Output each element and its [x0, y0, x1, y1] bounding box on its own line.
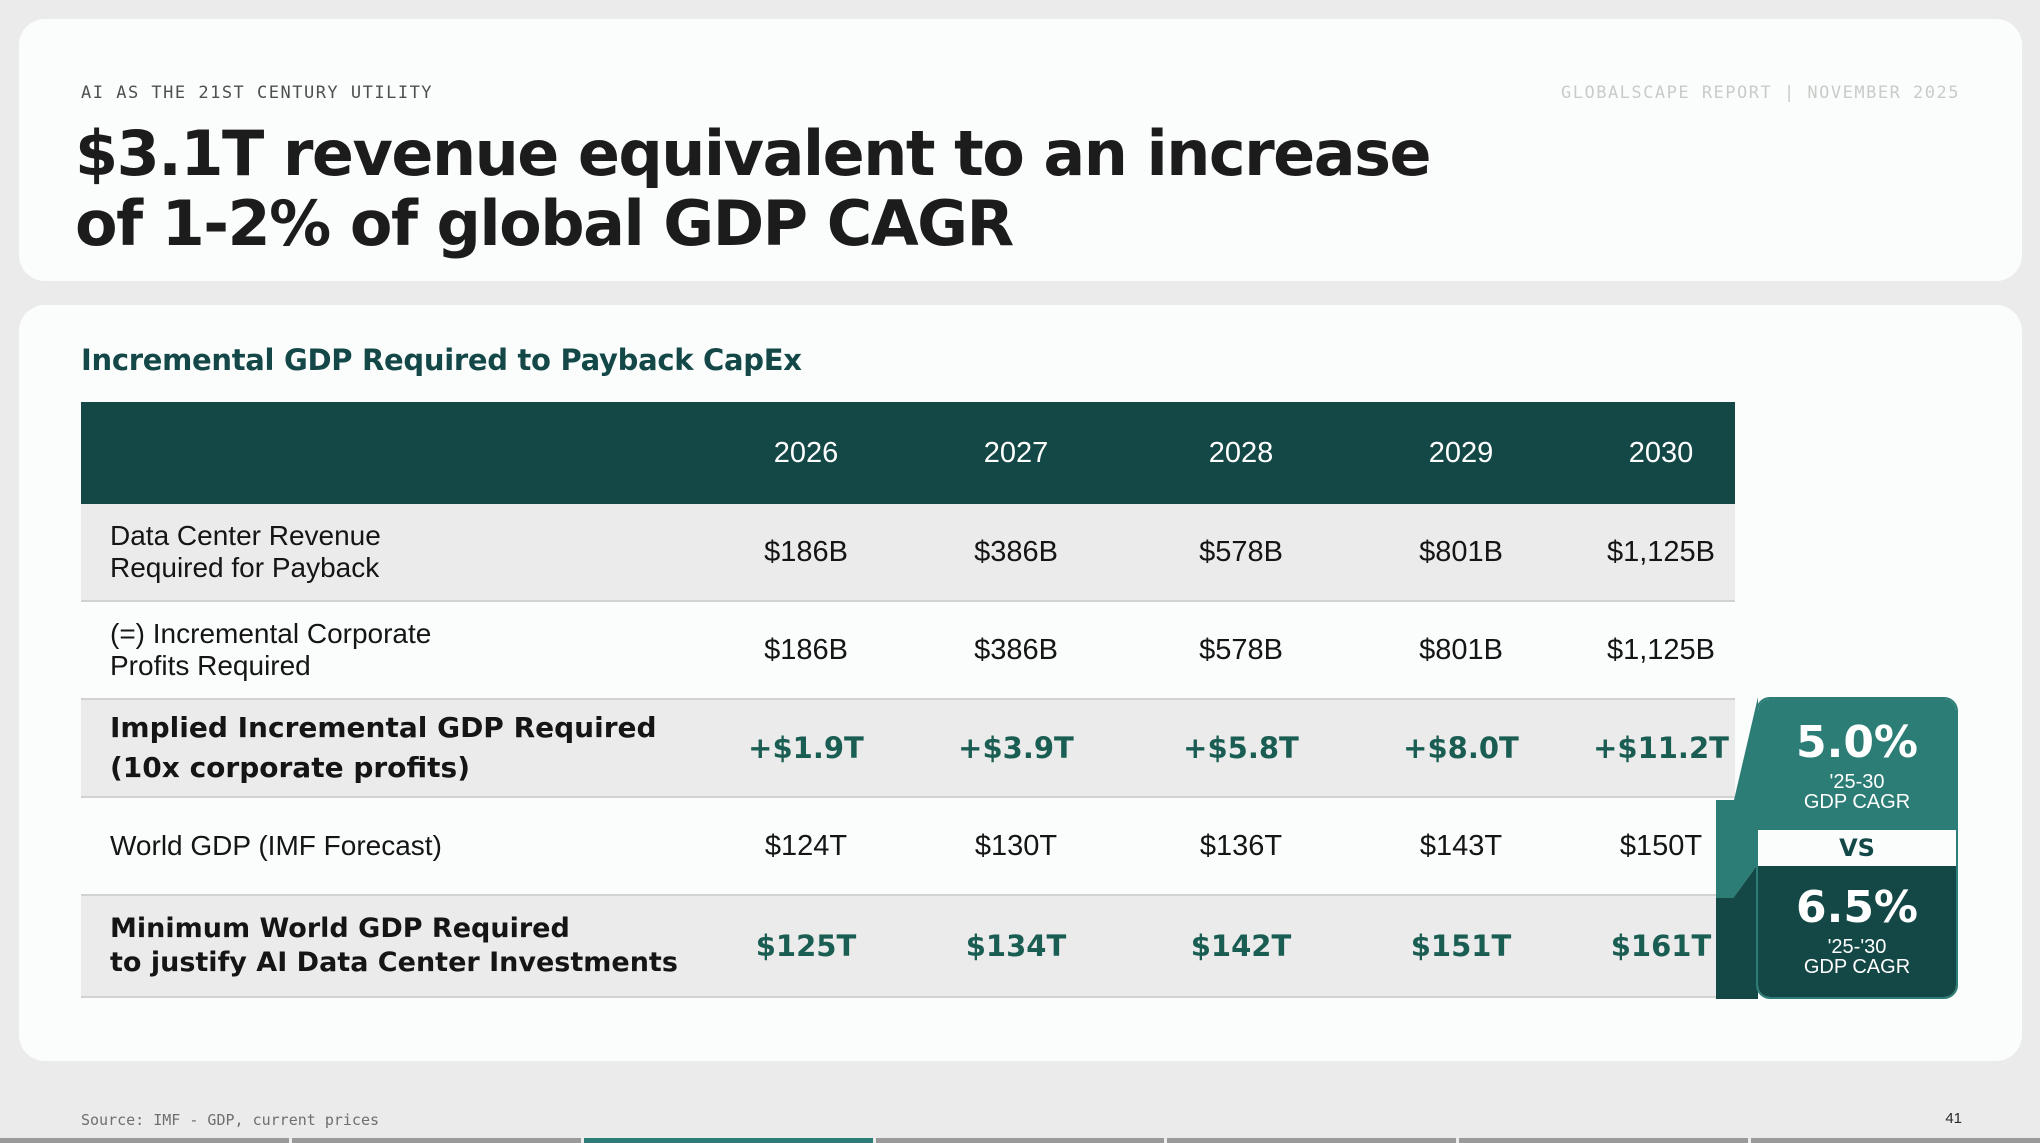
cell-2026: $124T — [764, 829, 848, 862]
cell-2027: $130T — [974, 829, 1058, 862]
row-label: Implied Incremental GDP Required (10x co… — [110, 700, 710, 796]
callout-connector-shape — [1734, 697, 1758, 999]
row-label-line-2: Required for Payback — [110, 552, 380, 583]
cell-2030: $161T — [1610, 929, 1712, 963]
cell-2028: $578B — [1199, 535, 1283, 568]
cell-2029: $151T — [1410, 929, 1512, 963]
cell-2030: $1,125B — [1606, 535, 1716, 568]
minimum-gdp-connector-bar — [1716, 898, 1734, 999]
gdp-table: 2026 2027 2028 2029 2030 Data Center Rev… — [81, 402, 1735, 998]
cell-2029: $801B — [1419, 633, 1503, 666]
vs-label: VS — [1758, 830, 1956, 866]
year-header-2027: 2027 — [983, 436, 1049, 469]
row-label: Minimum World GDP Required to justify AI… — [110, 896, 730, 996]
cell-2027: $386B — [974, 633, 1058, 666]
page-number: 41 — [1945, 1110, 1962, 1127]
table-card: Incremental GDP Required to Payback CapE… — [19, 305, 2022, 1061]
cell-2026: $125T — [755, 929, 857, 963]
row-label-line-1: (=) Incremental Corporate — [110, 618, 432, 649]
row-label: (=) Incremental Corporate Profits Requir… — [110, 602, 710, 698]
progress-segment — [1167, 1138, 1457, 1143]
progress-segment — [1751, 1138, 2040, 1143]
cell-2030: +$11.2T — [1593, 731, 1729, 765]
progress-segment-active — [583, 1138, 873, 1143]
row-label-line-1: Minimum World GDP Required — [110, 913, 570, 944]
slide-progress-bar — [0, 1138, 2040, 1143]
table-row-data-center-revenue: Data Center Revenue Required for Payback… — [81, 504, 1735, 602]
table-row-minimum-gdp: Minimum World GDP Required to justify AI… — [81, 896, 1717, 998]
current-cagr-period: '25-30 — [1829, 771, 1885, 793]
cell-2026: +$1.9T — [748, 731, 864, 765]
row-label-line-1: Implied Incremental GDP Required — [110, 711, 657, 744]
row-label: World GDP (IMF Forecast) — [110, 830, 442, 861]
cagr-comparison-callout: 5.0% '25-30 GDP CAGR VS 6.5% '25-'30 GDP… — [1756, 697, 1958, 999]
cell-2028: $578B — [1199, 633, 1283, 666]
required-cagr-value: 6.5% — [1795, 882, 1919, 933]
current-cagr-value: 5.0% — [1795, 717, 1919, 768]
row-label-line-2: (10x corporate profits) — [110, 751, 471, 784]
required-cagr-period: '25-'30 — [1827, 936, 1887, 958]
cell-2028: $142T — [1190, 929, 1292, 963]
year-header-2026: 2026 — [773, 436, 839, 469]
current-cagr-label: GDP CAGR — [1803, 791, 1911, 813]
page-title-line-1: $3.1T revenue equivalent to an increase — [75, 117, 1432, 190]
table-title: Incremental GDP Required to Payback CapE… — [81, 343, 802, 377]
progress-segment — [1459, 1138, 1749, 1143]
cell-2029: $801B — [1419, 535, 1503, 568]
cell-2026: $186B — [764, 535, 848, 568]
required-cagr-label: GDP CAGR — [1803, 956, 1911, 978]
title-card: AI AS THE 21ST CENTURY UTILITY GLOBALSCA… — [19, 19, 2022, 281]
year-header-2028: 2028 — [1208, 436, 1274, 469]
cell-2027: +$3.9T — [958, 731, 1074, 765]
table-header-row: 2026 2027 2028 2029 2030 — [81, 402, 1735, 504]
table-row-world-gdp: World GDP (IMF Forecast) $124T $130T $13… — [81, 798, 1717, 896]
required-cagr-block: 6.5% '25-'30 GDP CAGR — [1758, 866, 1956, 997]
section-eyebrow: AI AS THE 21ST CENTURY UTILITY — [81, 83, 434, 103]
table-row-corporate-profits: (=) Incremental Corporate Profits Requir… — [81, 602, 1735, 700]
cell-2030: $1,125B — [1606, 633, 1716, 666]
source-note: Source: IMF - GDP, current prices — [81, 1111, 380, 1129]
cell-2030: $150T — [1619, 829, 1703, 862]
report-meta: GLOBALSCAPE REPORT | NOVEMBER 2025 — [1561, 83, 1960, 103]
table-row-implied-gdp: Implied Incremental GDP Required (10x co… — [81, 700, 1735, 798]
row-label-line-2: Profits Required — [110, 650, 311, 681]
page-title-line-2: of 1-2% of global GDP CAGR — [75, 187, 1014, 260]
cell-2029: $143T — [1419, 829, 1503, 862]
row-label: Data Center Revenue Required for Payback — [110, 504, 710, 600]
current-cagr-block: 5.0% '25-30 GDP CAGR — [1758, 699, 1956, 830]
cell-2027: $134T — [965, 929, 1067, 963]
cell-2028: $136T — [1199, 829, 1283, 862]
cell-2026: $186B — [764, 633, 848, 666]
year-header-2030: 2030 — [1628, 436, 1694, 469]
page-title: $3.1T revenue equivalent to an increase … — [75, 119, 1525, 259]
cell-2029: +$8.0T — [1403, 731, 1519, 765]
year-header-2029: 2029 — [1428, 436, 1494, 469]
progress-segment — [0, 1138, 289, 1143]
world-gdp-connector-bar — [1716, 800, 1734, 898]
cell-2028: +$5.8T — [1183, 731, 1299, 765]
progress-segment — [875, 1138, 1165, 1143]
progress-segment — [291, 1138, 581, 1143]
row-label-line-2: to justify AI Data Center Investments — [110, 947, 678, 978]
row-label-line-1: Data Center Revenue — [110, 520, 381, 551]
cell-2027: $386B — [974, 535, 1058, 568]
